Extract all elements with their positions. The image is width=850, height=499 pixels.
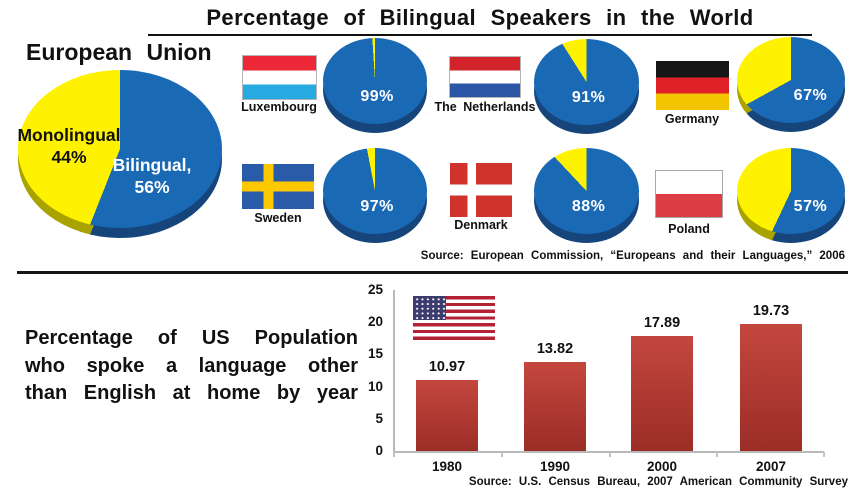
bar-value-label: 19.73 — [752, 302, 790, 319]
y-axis-line — [393, 290, 395, 451]
x-axis-tick-mark — [716, 452, 718, 457]
eu-monolingual-text: Monolingual — [17, 125, 121, 145]
pie-chart-netherlands: 91% — [534, 39, 639, 134]
x-axis-line — [393, 451, 824, 453]
eu-bilingual-value: 56% — [134, 177, 170, 197]
us-bar-chart: Source: U.S. Census Bureau, 2007 America… — [355, 282, 850, 497]
pie-chart-germany: 67% — [737, 37, 845, 132]
pie-face — [737, 148, 845, 234]
us-flag-canton — [413, 296, 446, 320]
pie-percent-label: 67% — [793, 86, 828, 104]
eu-source-text: Source: European Commission, “Europeans … — [420, 250, 845, 262]
eu-bilingual-label: Bilingual, 56% — [97, 154, 207, 198]
x-axis-tick-mark — [609, 452, 611, 457]
luxembourg-flag-icon — [242, 55, 317, 100]
section-divider — [17, 271, 848, 274]
bar-1980 — [416, 380, 478, 451]
germany-flag-icon — [656, 61, 729, 110]
country-label-sweden: Sweden — [254, 211, 302, 225]
pie-chart-sweden: 97% — [323, 148, 427, 243]
bar-2007 — [740, 323, 802, 451]
country-label-netherlands: The Netherlands — [434, 100, 536, 114]
x-axis-category-label: 2007 — [755, 459, 787, 474]
page-title: Percentage of Bilingual Speakers in the … — [148, 5, 812, 36]
y-axis-tick-label: 20 — [367, 314, 383, 330]
eu-monolingual-value: 44% — [51, 147, 87, 167]
eu-heading: European Union — [26, 39, 212, 65]
x-axis-tick-mark — [823, 452, 825, 457]
pie-percent-label: 91% — [571, 88, 606, 106]
pie-face — [534, 148, 639, 234]
country-label-poland: Poland — [668, 222, 710, 236]
x-axis-tick-mark — [393, 452, 395, 457]
pie-percent-label: 88% — [571, 197, 606, 215]
us-heading-line-1: Percentage of US Population — [25, 327, 358, 349]
us-heading-line-2: who spoke a language other — [25, 354, 358, 377]
country-label-denmark: Denmark — [454, 218, 508, 232]
y-axis-tick-label: 15 — [367, 346, 383, 362]
bar-value-label: 17.89 — [643, 314, 681, 331]
country-label-luxembourg: Luxembourg — [241, 100, 317, 114]
bar-value-label: 10.97 — [428, 359, 466, 376]
eu-monolingual-label: Monolingual 44% — [9, 124, 129, 168]
pie-face — [323, 38, 427, 124]
bar-value-label: 13.82 — [536, 340, 574, 357]
pie-face — [737, 37, 845, 123]
pie-percent-label: 99% — [360, 87, 394, 105]
pie-chart-luxembourg: 99% — [323, 38, 427, 133]
country-label-germany: Germany — [664, 112, 720, 126]
eu-pie-face — [18, 70, 222, 228]
us-flag-icon — [413, 296, 495, 340]
bar-1990 — [524, 361, 586, 451]
y-axis-tick-label: 5 — [375, 410, 383, 426]
pie-face — [534, 39, 639, 125]
pie-face — [323, 148, 427, 234]
us-source-text: Source: U.S. Census Bureau, 2007 America… — [468, 476, 848, 488]
x-axis-category-label: 1990 — [539, 459, 571, 474]
pie-chart-denmark: 88% — [534, 148, 639, 243]
us-chart-heading: Percentage of US Population who spoke a … — [25, 325, 358, 408]
y-axis-tick-label: 0 — [375, 443, 383, 458]
x-axis-tick-mark — [501, 452, 503, 457]
us-heading-line-3: than English at home by year — [25, 382, 358, 404]
y-axis-tick-label: 10 — [367, 378, 383, 394]
poland-flag-icon — [655, 170, 723, 218]
pie-percent-label: 57% — [793, 197, 828, 215]
denmark-flag-icon — [450, 163, 512, 217]
sweden-flag-icon — [242, 164, 314, 209]
eu-pie-chart: Monolingual 44% Bilingual, 56% — [17, 70, 222, 238]
x-axis-category-label: 2000 — [646, 459, 678, 474]
y-axis-tick-label: 25 — [367, 282, 383, 297]
pie-chart-poland: 57% — [737, 148, 845, 243]
eu-bilingual-text: Bilingual, — [112, 155, 192, 175]
bar-2000 — [631, 335, 693, 451]
x-axis-category-label: 1980 — [431, 459, 463, 474]
netherlands-flag-icon — [449, 56, 521, 98]
pie-percent-label: 97% — [360, 197, 394, 215]
